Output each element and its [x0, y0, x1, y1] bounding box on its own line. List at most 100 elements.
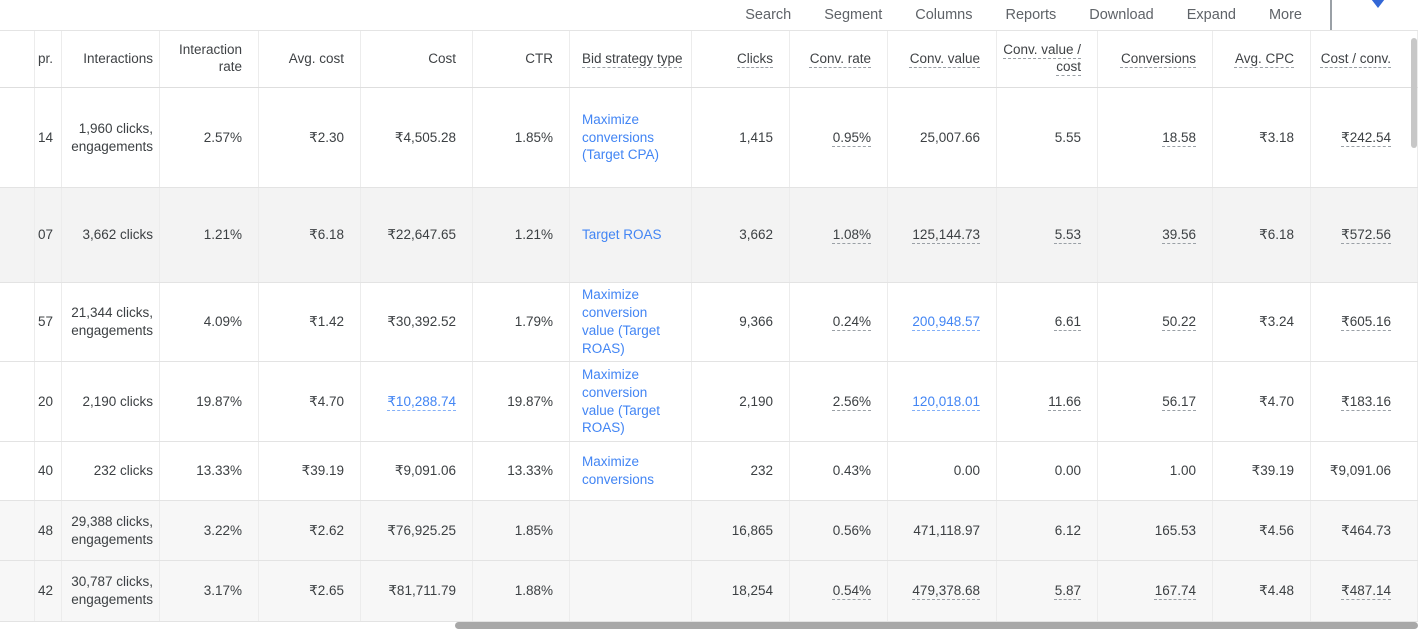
bid-strategy-link[interactable]: Maximize conversion value (Target ROAS) [582, 286, 683, 357]
cell-value: 39.56 [1162, 226, 1196, 244]
metric-link[interactable]: 120,018.01 [912, 393, 980, 411]
toolbar-item-download[interactable]: Download [1089, 7, 1154, 23]
cell-value: ₹6.18 [1259, 226, 1294, 244]
cell-impr: 57 [35, 283, 62, 361]
column-header-conversions[interactable]: Conversions [1098, 31, 1213, 87]
column-header-label: Avg. CPC [1235, 51, 1294, 68]
cell-interactions: 3,662 clicks [62, 188, 160, 282]
cell-interaction-rate: 13.33% [160, 442, 259, 500]
cell-cost: ₹30,392.52 [361, 283, 473, 361]
horizontal-scrollbar-thumb[interactable] [455, 622, 1418, 629]
cell-value: 1.00 [1170, 462, 1196, 480]
cell-impr: 42 [35, 561, 62, 621]
column-header-conv-value-cost[interactable]: Conv. value / cost [997, 31, 1098, 87]
cell-value: 42 [38, 582, 53, 600]
column-header-conv-value[interactable]: Conv. value [888, 31, 997, 87]
cell-value: 13.33% [196, 462, 242, 480]
cell-avg-cost: ₹2.62 [259, 501, 361, 560]
cell-avg-cpc: ₹4.70 [1213, 362, 1311, 441]
caret-down-icon[interactable] [1368, 0, 1388, 8]
cell-value: 9,366 [739, 313, 773, 331]
cell-value: 50.22 [1162, 313, 1196, 331]
metric-link[interactable]: 200,948.57 [912, 313, 980, 331]
column-header-interactions[interactable]: Interactions [62, 31, 160, 87]
column-header-label: Cost [428, 51, 456, 68]
cell-value: ₹183.16 [1341, 393, 1391, 411]
cell-conv-value: 471,118.97 [888, 501, 997, 560]
cell-conv-rate: 0.24% [790, 283, 888, 361]
column-header-cost-conv[interactable]: Cost / conv. [1311, 31, 1418, 87]
cell-value: 16,865 [732, 522, 773, 540]
column-header-avg-cost[interactable]: Avg. cost [259, 31, 361, 87]
column-header-avg-cpc[interactable]: Avg. CPC [1213, 31, 1311, 87]
cell-cost-conv: ₹242.54 [1311, 88, 1418, 187]
cell-ctr: 1.85% [473, 88, 570, 187]
cell-conv-value: 125,144.73 [888, 188, 997, 282]
cell-value: 48 [38, 522, 53, 540]
cell-conv-value-cost: 5.87 [997, 561, 1098, 621]
toolbar-item-expand[interactable]: Expand [1187, 7, 1236, 23]
cell-value: 2.56% [833, 393, 871, 411]
bid-strategy-link[interactable]: Maximize conversion value (Target ROAS) [582, 366, 683, 437]
cell-value: 1.85% [515, 522, 553, 540]
cell-bid-strategy-type: Maximize conversions [570, 442, 692, 500]
cell-value: ₹605.16 [1341, 313, 1391, 331]
column-header-ctr[interactable]: CTR [473, 31, 570, 87]
column-header-interaction-rate[interactable]: Interaction rate [160, 31, 259, 87]
cell-interactions: 29,388 clicks, engagements [62, 501, 160, 560]
toolbar-item-more[interactable]: More [1269, 7, 1302, 23]
column-header-clicks[interactable]: Clicks [692, 31, 790, 87]
cell-value: 4.09% [204, 313, 242, 331]
cell-conv-value: 479,378.68 [888, 561, 997, 621]
cell-value: ₹30,392.52 [387, 313, 456, 331]
cell-spacer [0, 88, 35, 187]
cell-value: ₹4.56 [1259, 522, 1294, 540]
cell-value: 25,007.66 [920, 129, 980, 147]
cell-value: ₹81,711.79 [388, 582, 456, 600]
column-header-conv-rate[interactable]: Conv. rate [790, 31, 888, 87]
column-header-label: Avg. cost [289, 51, 344, 68]
cell-value: ₹3.24 [1259, 313, 1294, 331]
cell-conversions: 50.22 [1098, 283, 1213, 361]
column-header-bid-strategy-type[interactable]: Bid strategy type [570, 31, 692, 87]
cell-value: 1,960 clicks, engagements [64, 120, 153, 156]
cell-value: ₹2.62 [309, 522, 344, 540]
column-header-label: Conversions [1121, 51, 1196, 68]
cell-value: 1.21% [515, 226, 553, 244]
toolbar-item-search[interactable]: Search [745, 7, 791, 23]
cell-value: 6.12 [1055, 522, 1081, 540]
cell-value: 0.43% [833, 462, 871, 480]
bid-strategy-link[interactable]: Maximize conversions (Target CPA) [582, 111, 683, 164]
cell-ctr: 1.85% [473, 501, 570, 560]
cell-value: ₹572.56 [1341, 226, 1391, 244]
bid-strategy-link[interactable]: Maximize conversions [582, 453, 683, 489]
bid-strategy-link[interactable]: Target ROAS [582, 226, 662, 244]
cell-value: 2,190 [739, 393, 773, 411]
table-row: 5721,344 clicks, engagements4.09%₹1.42₹3… [0, 283, 1418, 362]
cell-cost-conv: ₹487.14 [1311, 561, 1418, 621]
column-header-label: Conv. value / cost [1001, 42, 1081, 76]
cell-value: ₹4.70 [1259, 393, 1294, 411]
cell-value: 0.00 [954, 462, 980, 480]
cell-spacer [0, 188, 35, 282]
cell-cost: ₹10,288.74 [361, 362, 473, 441]
cell-clicks: 16,865 [692, 501, 790, 560]
column-header-impr[interactable]: pr. [35, 31, 62, 87]
cell-conv-rate: 0.56% [790, 501, 888, 560]
cell-avg-cost: ₹2.65 [259, 561, 361, 621]
cell-conv-rate: 2.56% [790, 362, 888, 441]
metric-link[interactable]: ₹10,288.74 [387, 393, 456, 411]
cell-value: 479,378.68 [912, 582, 980, 600]
cell-impr: 07 [35, 188, 62, 282]
cell-conversions: 18.58 [1098, 88, 1213, 187]
cell-value: 3,662 [739, 226, 773, 244]
cell-value: 13.33% [507, 462, 553, 480]
column-header-cost[interactable]: Cost [361, 31, 473, 87]
column-header-label: pr. [38, 51, 53, 68]
toolbar-item-reports[interactable]: Reports [1005, 7, 1056, 23]
toolbar-item-segment[interactable]: Segment [824, 7, 882, 23]
toolbar-item-columns[interactable]: Columns [915, 7, 972, 23]
vertical-scrollbar-thumb[interactable] [1411, 38, 1417, 148]
cell-value: ₹2.65 [309, 582, 344, 600]
cell-clicks: 232 [692, 442, 790, 500]
